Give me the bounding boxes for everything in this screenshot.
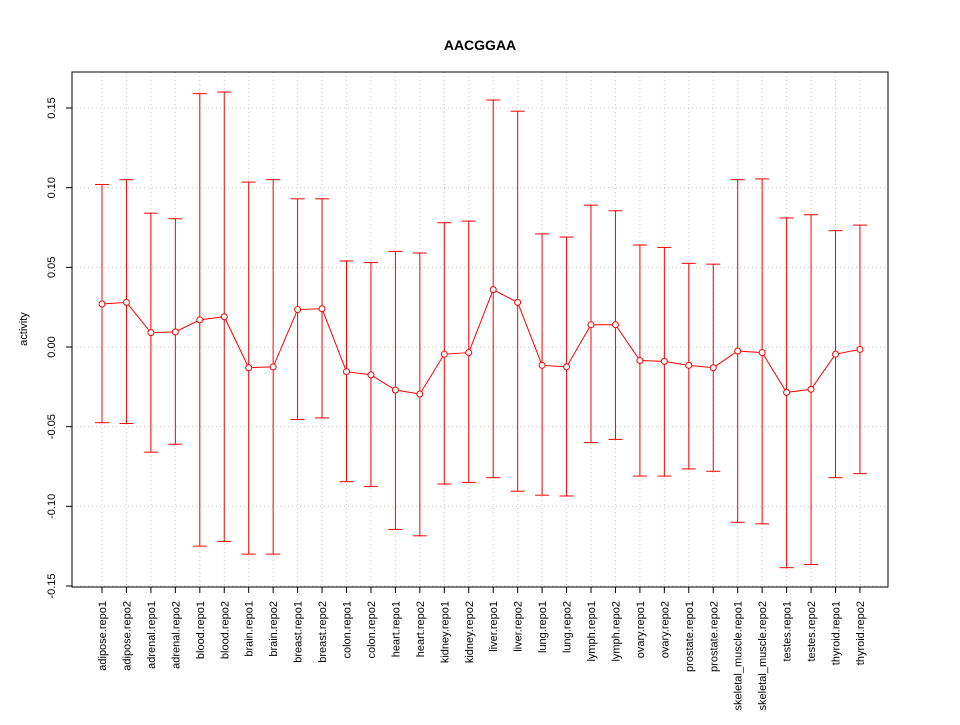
x-tick-label: lymph.repo1 [586,601,598,662]
y-tick-label: -0.05 [46,414,58,439]
x-tick-label: testes.repo2 [806,601,818,662]
data-point [563,363,571,371]
x-tick-label: liver.repo1 [488,601,500,652]
data-point [489,286,497,294]
x-tick-label: adipose.repo2 [121,601,133,671]
x-tick-label: lung.repo1 [537,601,549,653]
y-axis-label: activity [18,312,30,346]
x-tick-label: brain.repo1 [244,601,256,657]
chart-title: AACGGAA [444,37,516,53]
series-layer [95,91,867,569]
x-tick-label: liver.repo2 [513,601,525,652]
x-tick-label: kidney.repo2 [464,601,476,663]
data-point [245,364,253,372]
x-tick-label: thyroid.repo1 [831,601,843,665]
data-point [343,368,350,376]
data-point [147,329,155,337]
y-tick-label: -0.10 [46,494,58,519]
data-point [391,386,399,394]
data-point [538,361,546,369]
data-point [318,305,326,313]
data-point [269,363,277,371]
x-tick-label: blood.repo2 [219,601,231,659]
data-point [196,316,204,324]
grid [72,72,888,587]
data-point [171,328,179,336]
y-tick-label: 0.00 [46,336,58,357]
x-tick-label: colon.repo1 [342,601,354,659]
data-point [856,345,864,353]
data-point [832,350,839,358]
data-point [587,321,595,329]
data-point [734,347,742,355]
x-tick-label: ovary.repo1 [635,601,647,658]
x-tick-label: heart.repo1 [390,601,402,657]
data-point [611,321,619,329]
data-point [514,298,522,306]
x-tick-label: heart.repo2 [415,601,427,657]
data-point [807,385,815,393]
data-point [294,306,302,314]
x-tick-label: colon.repo2 [366,601,378,659]
data-point [465,349,473,357]
x-tick-label: blood.repo1 [195,601,207,659]
data-point [440,350,448,358]
data-point [783,388,791,396]
axes: -0.15 -0.10 -0.05 0.00 0.05 0.10 0.15 adipose.r… [46,97,867,710]
x-tick-label: skeletal_muscle.repo2 [757,601,769,710]
data-point [660,357,668,365]
x-tick-label: breast.repo2 [317,601,329,663]
y-tick-label: 0.10 [46,177,58,198]
data-point [709,364,717,372]
y-tick-label: -0.15 [46,573,58,598]
x-tick-label: adrenal.repo2 [170,601,182,669]
data-point [636,357,644,365]
plot-frame [71,71,889,588]
x-tick-label: brain.repo2 [268,601,280,657]
x-tick-label: breast.repo1 [293,601,305,663]
y-tick-label: 0.05 [46,257,58,278]
x-tick-label: skeletal_muscle.repo1 [733,601,745,710]
data-point [416,390,424,398]
x-tick-label: thyroid.repo2 [855,601,867,665]
y-tick-label: 0.15 [46,97,58,118]
x-tick-label: testes.repo1 [782,601,794,662]
x-tick-label: prostate.repo1 [684,601,696,672]
data-point [685,361,693,369]
x-tick-label: lymph.repo2 [610,601,622,662]
data-point [367,371,375,379]
x-tick-label: adrenal.repo1 [146,601,158,669]
x-tick-label: ovary.repo2 [659,601,671,658]
x-tick-label: prostate.repo2 [708,601,720,672]
series-line [101,288,861,395]
data-point [122,298,130,306]
data-point [758,349,766,357]
x-tick-label: kidney.repo1 [439,601,451,663]
x-tick-label: adipose.repo1 [97,601,109,671]
data-point [220,313,228,321]
data-point [98,300,106,308]
x-tick-label: lung.repo2 [562,601,574,653]
